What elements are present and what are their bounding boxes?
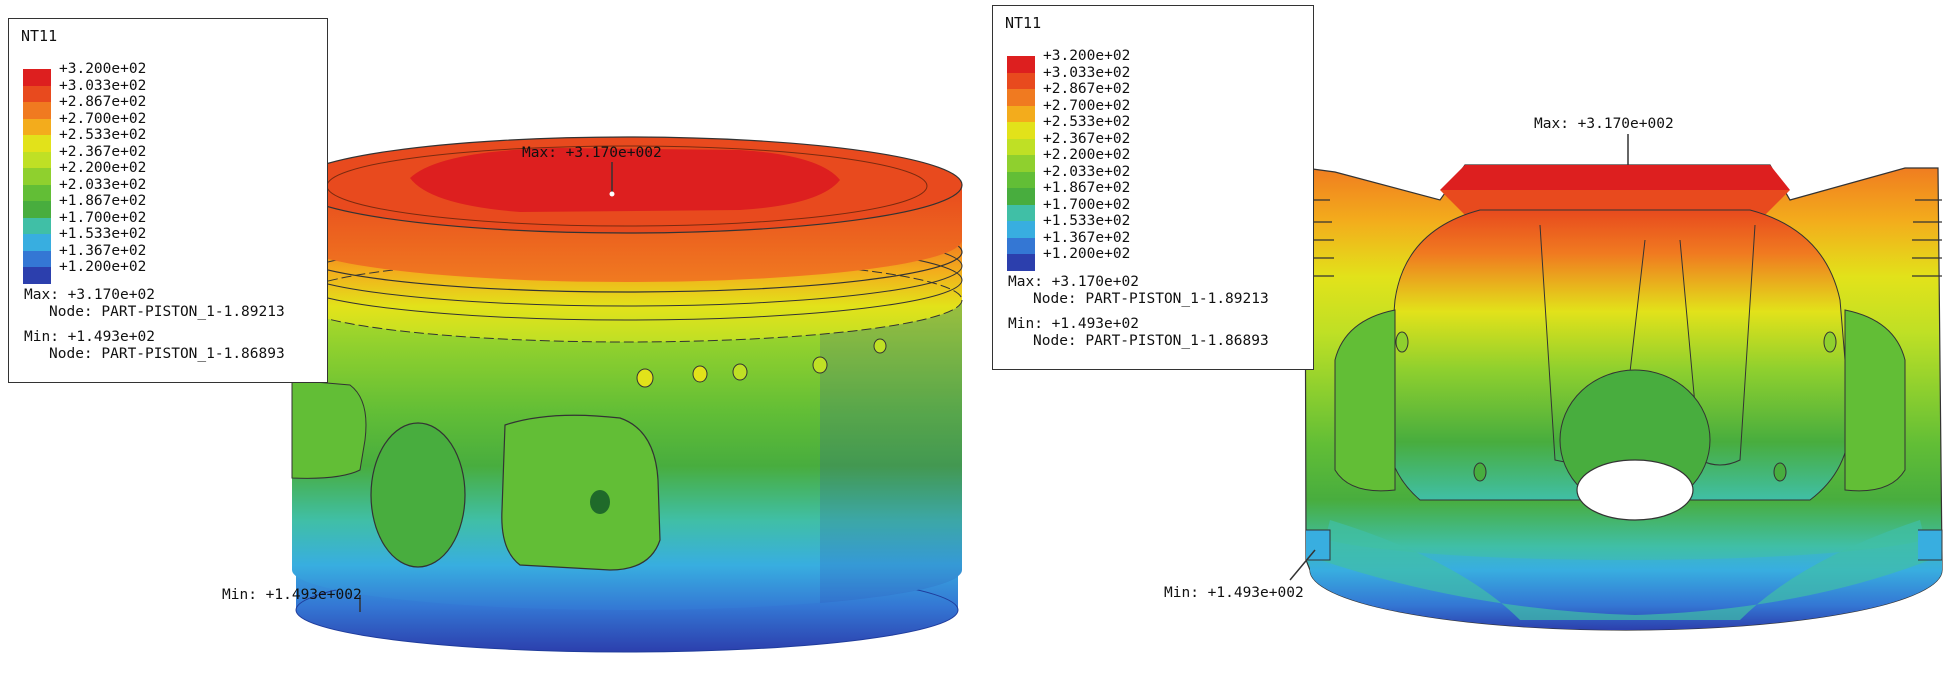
legend-level-label: +2.533e+02 bbox=[59, 127, 147, 143]
legend-swatch bbox=[1007, 89, 1035, 106]
legend-max: Max: +3.170e+02 bbox=[24, 287, 155, 303]
legend-swatch bbox=[23, 217, 51, 234]
min-annotation-external: Min: +1.493e+002 bbox=[222, 587, 362, 603]
legend-swatch bbox=[23, 118, 51, 135]
legend-level-label: +1.867e+02 bbox=[59, 193, 147, 209]
max-annotation-section: Max: +3.170e+002 bbox=[1534, 116, 1674, 132]
min-annotation-section: Min: +1.493e+002 bbox=[1164, 585, 1304, 601]
legend-level-label: +3.033e+02 bbox=[1043, 64, 1131, 81]
legend-level-label: +1.533e+02 bbox=[1043, 213, 1131, 229]
legend-swatch bbox=[1007, 122, 1035, 139]
legend-level-label: +1.367e+02 bbox=[1043, 229, 1131, 246]
legend-swatch bbox=[23, 151, 51, 168]
legend-title: NT11 bbox=[1005, 14, 1042, 32]
legend-level-label: +2.867e+02 bbox=[1043, 81, 1131, 97]
legend-level-label: +2.867e+02 bbox=[59, 94, 147, 110]
legend-max-node: Node: PART-PISTON_1-1.89213 bbox=[1033, 291, 1269, 307]
legend-level-label: +2.700e+02 bbox=[59, 110, 147, 127]
legend-min-node: Node: PART-PISTON_1-1.86893 bbox=[49, 346, 285, 362]
legend-swatch bbox=[1007, 138, 1035, 155]
legend-level-label: +2.367e+02 bbox=[1043, 130, 1131, 147]
legend-max: Max: +3.170e+02 bbox=[1008, 274, 1139, 290]
legend-level-label: +2.700e+02 bbox=[1043, 97, 1131, 114]
legend-swatch bbox=[1007, 56, 1035, 73]
legend-swatch bbox=[1007, 188, 1035, 205]
max-annotation-external: Max: +3.170e+002 bbox=[522, 145, 662, 161]
legend-min: Min: +1.493e+02 bbox=[1008, 316, 1139, 332]
legend-swatch bbox=[23, 168, 51, 185]
legend-external: NT11 +3.200e+02 +3.033e+02 +2.867e+02 +2.70… bbox=[8, 18, 328, 383]
legend-level-label: +2.200e+02 bbox=[1043, 147, 1131, 163]
piston-external bbox=[291, 136, 963, 653]
legend-level-label: +2.033e+02 bbox=[1043, 163, 1131, 180]
legend-swatch bbox=[23, 234, 51, 251]
legend-level-label: +1.533e+02 bbox=[59, 226, 147, 242]
legend-swatch bbox=[1007, 254, 1035, 271]
legend-level-label: +2.533e+02 bbox=[1043, 114, 1131, 130]
legend-level-label: +1.200e+02 bbox=[59, 259, 147, 275]
legend-swatch bbox=[23, 102, 51, 119]
legend-swatch bbox=[23, 135, 51, 152]
legend-swatch bbox=[23, 85, 51, 102]
legend-swatch bbox=[23, 201, 51, 218]
legend-swatch bbox=[1007, 221, 1035, 238]
legend-swatch bbox=[23, 69, 51, 86]
legend-swatch bbox=[1007, 105, 1035, 122]
legend-level-label: +3.200e+02 bbox=[59, 61, 147, 77]
piston-section bbox=[1289, 134, 1943, 631]
legend-swatch bbox=[23, 250, 51, 267]
legend-swatch bbox=[23, 267, 51, 284]
legend-swatch bbox=[1007, 204, 1035, 221]
legend-swatch bbox=[23, 184, 51, 201]
legend-level-label: +1.700e+02 bbox=[59, 209, 147, 226]
legend-level-label: +2.367e+02 bbox=[59, 143, 147, 160]
legend-level-label: +1.200e+02 bbox=[1043, 246, 1131, 262]
legend-max-node: Node: PART-PISTON_1-1.89213 bbox=[49, 304, 285, 320]
legend-min-node: Node: PART-PISTON_1-1.86893 bbox=[1033, 333, 1269, 349]
legend-level-label: +1.367e+02 bbox=[59, 242, 147, 259]
legend-min: Min: +1.493e+02 bbox=[24, 329, 155, 345]
legend-level-label: +3.200e+02 bbox=[1043, 48, 1131, 64]
legend-swatch bbox=[1007, 155, 1035, 172]
legend-swatch bbox=[1007, 171, 1035, 188]
legend-swatch bbox=[1007, 72, 1035, 89]
legend-level-label: +1.700e+02 bbox=[1043, 196, 1131, 213]
legend-level-label: +2.200e+02 bbox=[59, 160, 147, 176]
legend-swatch bbox=[1007, 237, 1035, 254]
legend-title: NT11 bbox=[21, 27, 58, 45]
legend-section: NT11 +3.200e+02 +3.033e+02 +2.867e+02 +2.70… bbox=[992, 5, 1314, 370]
legend-level-label: +2.033e+02 bbox=[59, 176, 147, 193]
legend-level-label: +1.867e+02 bbox=[1043, 180, 1131, 196]
legend-level-label: +3.033e+02 bbox=[59, 77, 147, 94]
